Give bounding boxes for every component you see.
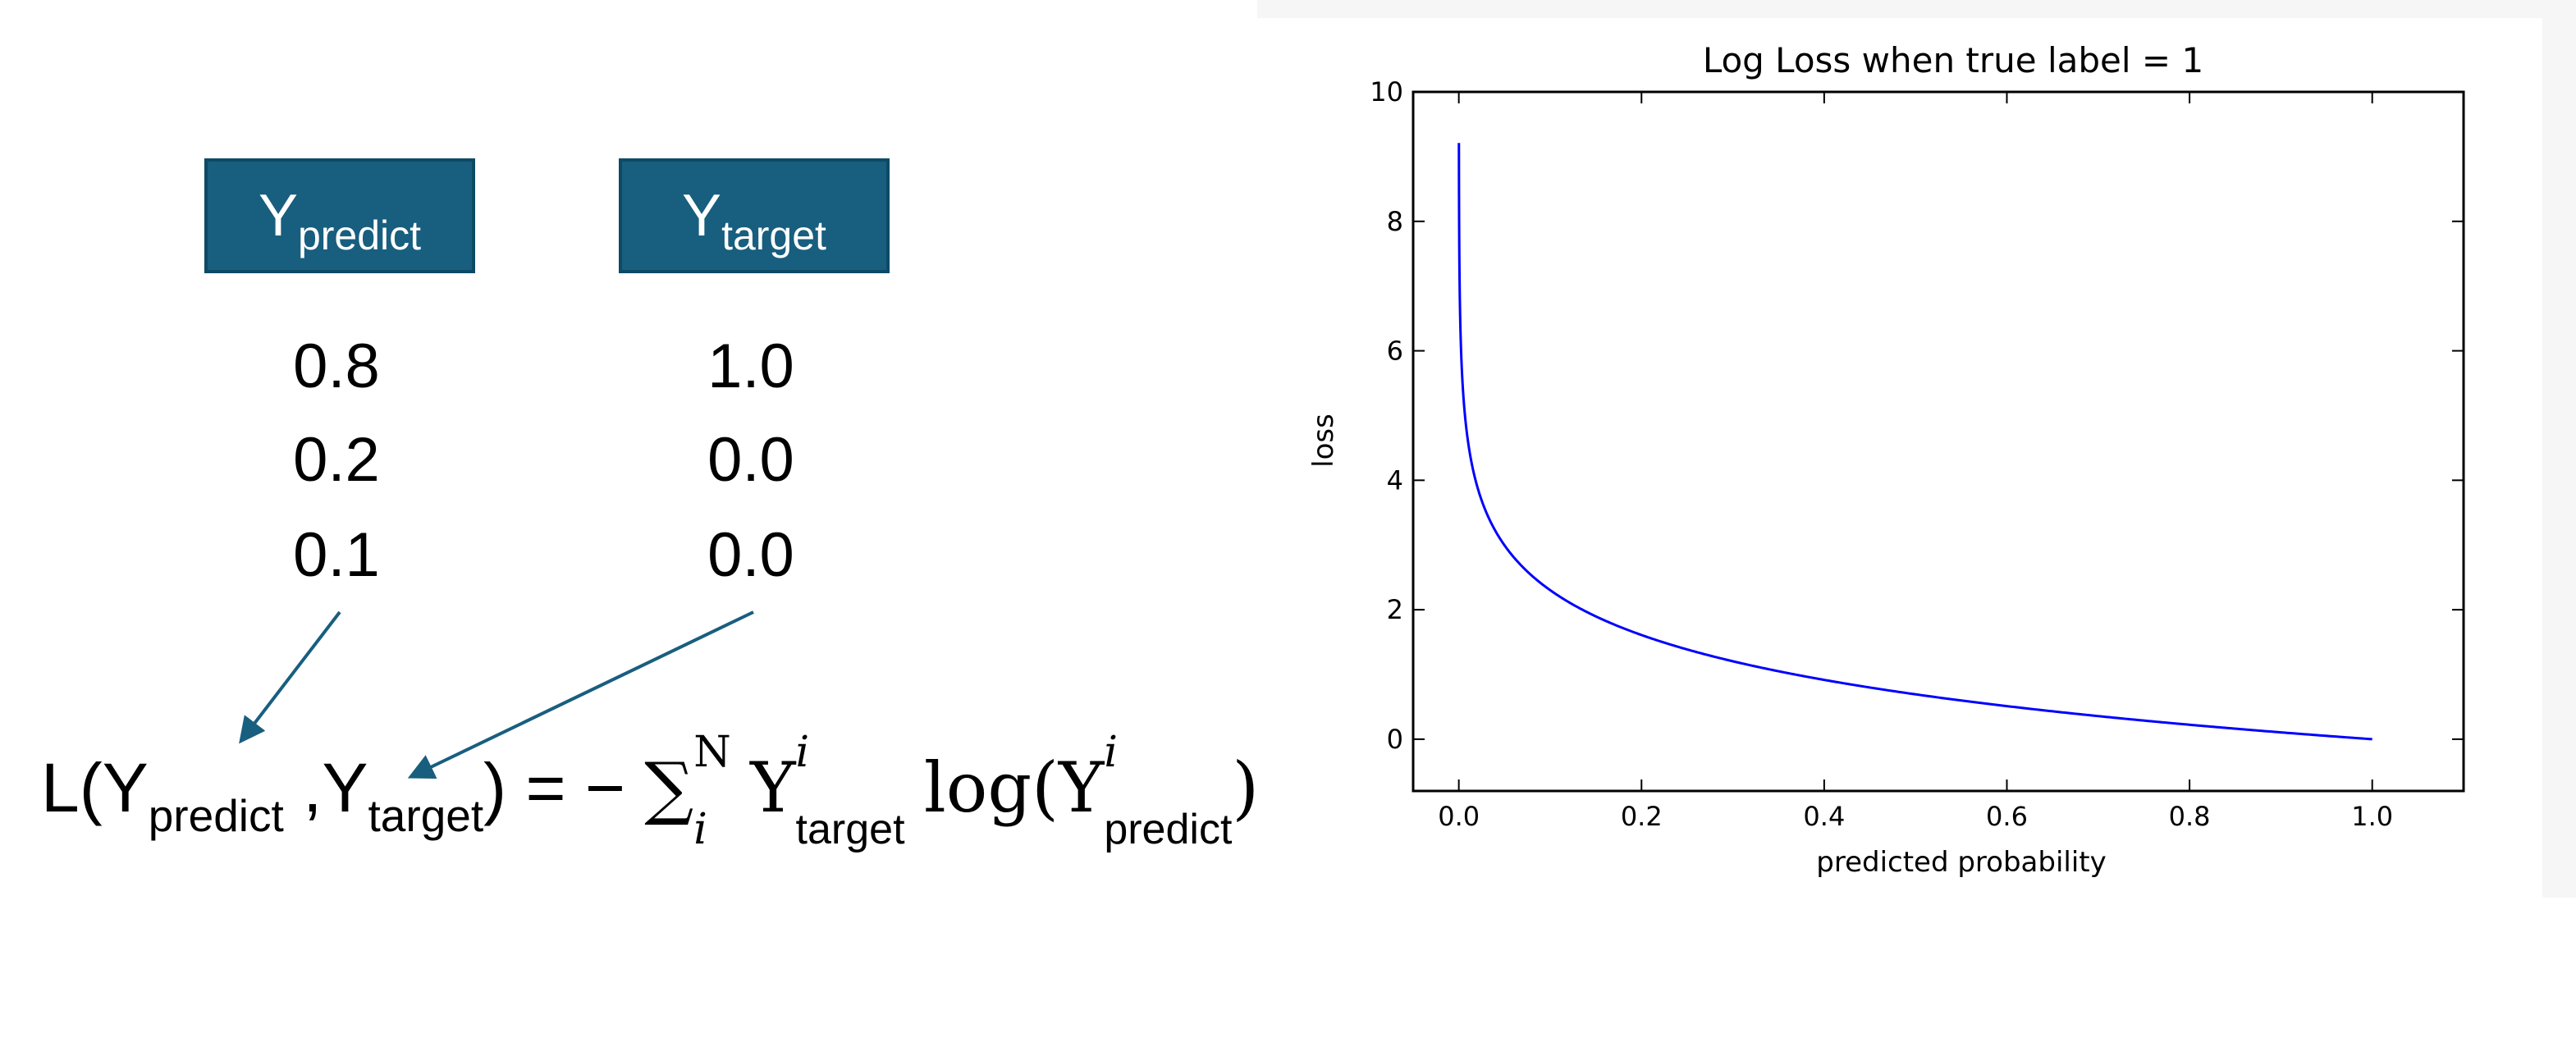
chart-title: Log Loss when true label = 1 (1703, 40, 2203, 80)
target-value-2: 0.0 (707, 425, 794, 495)
y-tick-label: 2 (1387, 594, 1403, 625)
x-tick-label: 0.2 (1621, 801, 1663, 832)
formula-sum-upper: N (693, 728, 731, 777)
chart-panel: Log Loss when true label = 1 predicted p… (1257, 18, 2542, 898)
chart-ticks: 0.0 0.2 0.4 0.6 0.8 1.0 0 2 4 6 8 10 (1370, 76, 2464, 832)
target-value-1: 1.0 (707, 331, 794, 401)
chart-y-axis-label: loss (1307, 414, 1340, 468)
formula-lhs-sep: ,Y (283, 749, 368, 827)
formula-lhs-close: ) = − (483, 749, 645, 827)
chart-x-axis-label: predicted probability (1816, 846, 2107, 879)
x-tick-label: 0.4 (1803, 801, 1845, 832)
formula-y1: Y (750, 747, 796, 829)
chart-plot-frame (1412, 90, 2465, 793)
formula-y1-sup: i (795, 728, 810, 777)
formula-lhs-sub1: predict (148, 790, 284, 842)
header-target-sub: target (721, 213, 826, 258)
formula-y1-sub: target (795, 806, 905, 853)
y-tick-label: 4 (1387, 464, 1403, 496)
arrows-layer (239, 610, 754, 779)
arrow-target (407, 610, 754, 779)
series-line-loss (1457, 143, 2372, 741)
predict-value-3: 0.1 (293, 520, 380, 590)
y-tick-label: 8 (1387, 206, 1403, 237)
formula-sum-lower: i (693, 805, 707, 854)
formula-lhs-prefix: L(Y (41, 749, 149, 827)
formula-sum-symbol: ∑ (644, 747, 694, 829)
formula-log: log(Y (923, 747, 1105, 829)
header-predict-main: Y (258, 183, 298, 249)
formula-lhs-sub2: target (368, 790, 484, 842)
x-tick-label: 1.0 (2351, 801, 2393, 832)
predict-value-2: 0.2 (293, 425, 380, 495)
y-tick-label: 6 (1387, 336, 1403, 367)
target-value-3: 0.0 (707, 520, 794, 590)
formula-y2-sup: i (1104, 728, 1118, 777)
header-predict-sub: predict (297, 213, 422, 258)
formula-close: ) (1232, 747, 1260, 829)
x-tick-label: 0.6 (1986, 801, 2028, 832)
predict-value-1: 0.8 (293, 331, 380, 401)
x-tick-label: 0.8 (2169, 801, 2211, 832)
y-tick-label: 10 (1370, 76, 1403, 107)
header-target-main: Y (682, 183, 722, 249)
y-tick-label: 0 (1387, 724, 1403, 755)
arrow-predict (239, 610, 341, 744)
log-loss-chart: Log Loss when true label = 1 predicted p… (1307, 40, 2465, 879)
x-tick-label: 0.0 (1438, 801, 1480, 832)
formula-y2-sub: predict (1104, 806, 1233, 853)
